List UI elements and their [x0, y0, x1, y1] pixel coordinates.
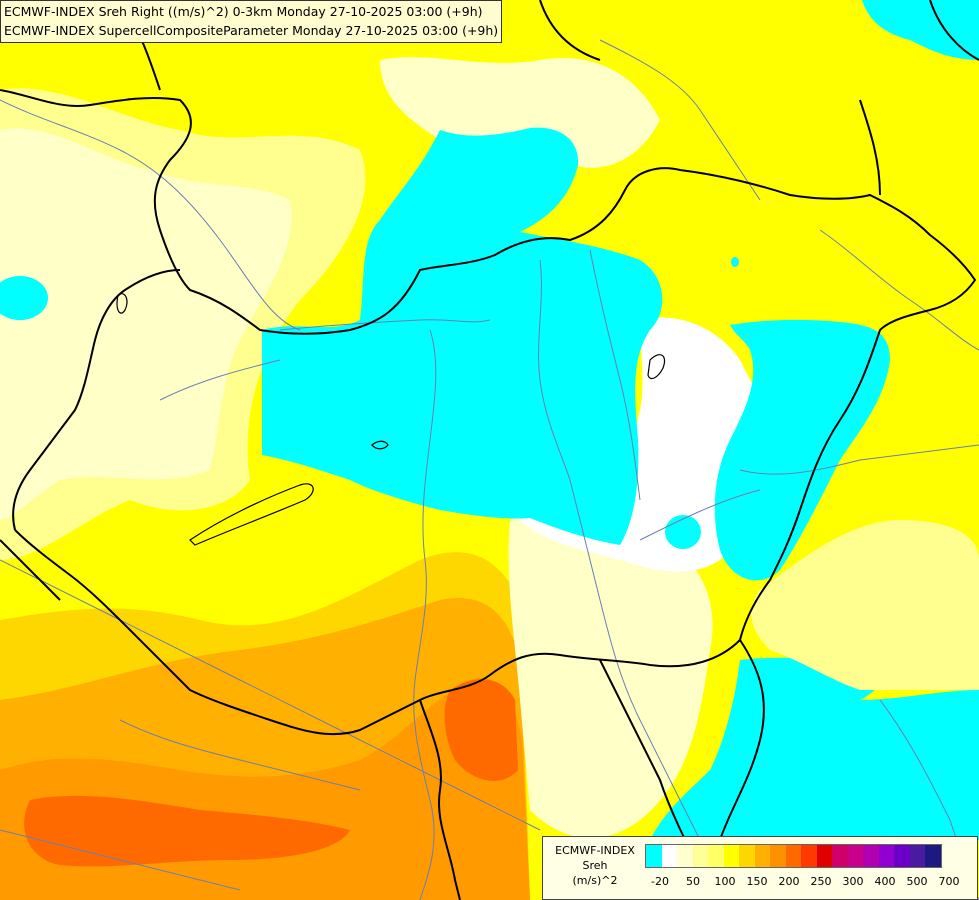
field-cyan-blob-2 [731, 257, 739, 267]
legend-tick-label: 300 [842, 875, 864, 888]
legend-tick-label: 200 [778, 875, 800, 888]
legend-tick-label: -20 [651, 875, 669, 888]
legend-swatch [692, 845, 708, 867]
field-cyan-blob-1 [665, 515, 701, 549]
rivers [0, 39, 979, 900]
title-line-sreh: ECMWF-INDEX Sreh Right ((m/s)^2) 0-3km M… [4, 4, 483, 19]
legend-swatch [661, 845, 677, 867]
lakes [116, 293, 666, 546]
legend-ticks: -20 50 100 150 200 250 300 400 500 700 [645, 875, 975, 889]
legend-swatch [754, 845, 770, 867]
legend-title: ECMWF-INDEX Sreh (m/s)^2 [547, 843, 643, 888]
legend-swatch [708, 845, 724, 867]
field-cyan-west-blob [0, 276, 48, 320]
legend-title-unit: (m/s)^2 [572, 874, 618, 887]
legend-swatch [816, 845, 832, 867]
legend-swatch [863, 845, 879, 867]
legend-swatch [878, 845, 894, 867]
legend-swatch [832, 845, 848, 867]
legend-tick-label: 150 [746, 875, 768, 888]
field-cyan-southeast [650, 657, 979, 840]
field-cyan-east [714, 319, 890, 581]
field-red-east [444, 679, 518, 781]
legend-swatch [770, 845, 786, 867]
legend-swatches [645, 844, 942, 868]
legend-tick-label: 500 [906, 875, 928, 888]
field-red-south [24, 795, 351, 867]
legend-tick-label: 250 [810, 875, 832, 888]
legend-swatch [909, 845, 925, 867]
legend-tick-label: 50 [686, 875, 700, 888]
legend-swatch [925, 845, 941, 867]
field-pale [0, 128, 292, 520]
legend-title-param: Sreh [582, 859, 608, 872]
legend-swatch [677, 845, 693, 867]
legend-tick-label: 100 [714, 875, 736, 888]
legend-swatch [894, 845, 910, 867]
map-title-box: ECMWF-INDEX Sreh Right ((m/s)^2) 0-3km M… [0, 0, 503, 43]
legend-swatch [646, 845, 662, 867]
legend-swatch [723, 845, 739, 867]
legend-swatch [739, 845, 755, 867]
field-cyan-central [262, 127, 663, 545]
legend-tick-label: 700 [938, 875, 960, 888]
title-line-scp: ECMWF-INDEX SupercellCompositeParameter … [4, 23, 499, 38]
field-pale-center [508, 511, 713, 839]
field-cyan-northeast [862, 0, 979, 60]
color-legend: ECMWF-INDEX Sreh (m/s)^2 -20 50 100 150 200 2… [542, 836, 978, 900]
legend-tick-label: 400 [874, 875, 896, 888]
legend-title-model: ECMWF-INDEX [555, 844, 635, 857]
legend-swatch [801, 845, 817, 867]
field-pale-east [751, 520, 979, 690]
legend-swatch [785, 845, 801, 867]
legend-swatch [847, 845, 863, 867]
